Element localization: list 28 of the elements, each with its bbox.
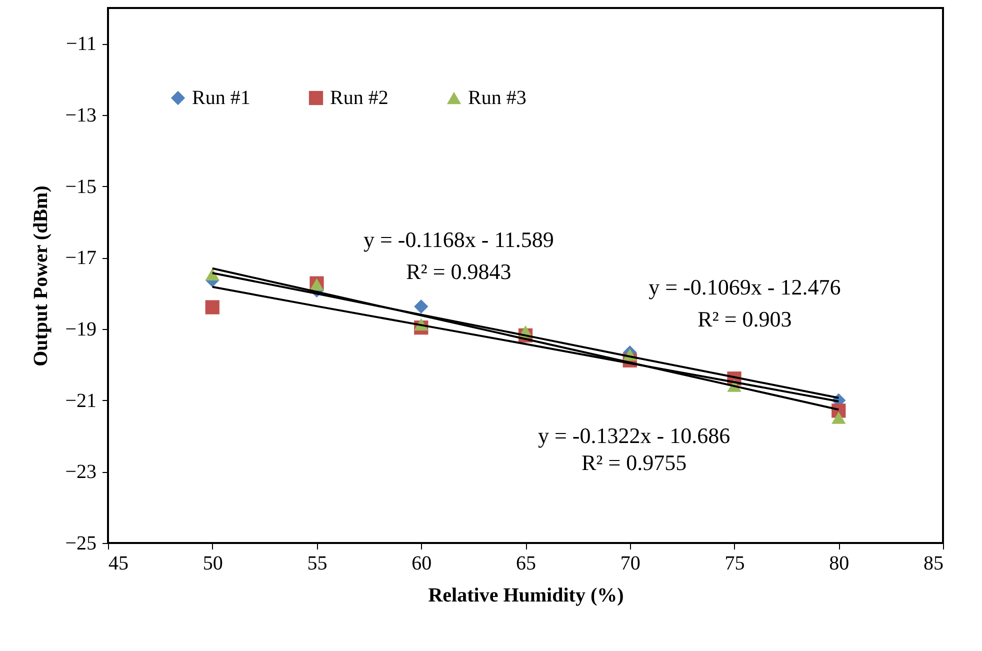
y-tick-label: −19 <box>65 318 96 340</box>
annotation: R² = 0.903 <box>698 306 792 332</box>
y-tick-label: −23 <box>65 461 96 484</box>
annotation: y = -0.1168x - 11.589 <box>363 226 554 252</box>
annotation: y = -0.1069x - 12.476 <box>648 274 841 300</box>
y-tick-label: −21 <box>65 390 96 412</box>
x-tick-label: 85 <box>924 552 944 574</box>
x-tick-label: 70 <box>620 552 640 574</box>
x-axis-title: Relative Humidity (%) <box>428 584 624 606</box>
x-tick-label: 55 <box>307 552 328 574</box>
y-tick-label: −13 <box>65 104 96 126</box>
annotation: y = -0.1322x - 10.686 <box>538 423 730 448</box>
x-tick-label: 50 <box>202 552 223 574</box>
legend-label: Run #3 <box>468 87 526 109</box>
x-tick-label: 80 <box>829 552 850 574</box>
x-tick-label: 45 <box>108 552 128 574</box>
y-tick-label: −25 <box>65 532 96 554</box>
x-tick-label: 75 <box>724 552 745 574</box>
annotation: R² = 0.9755 <box>581 450 687 475</box>
x-tick-label: 65 <box>516 552 536 574</box>
legend-label: Run #1 <box>192 87 250 109</box>
annotation: R² = 0.9843 <box>406 258 512 284</box>
x-tick-label: 60 <box>412 552 432 574</box>
y-tick-label: −17 <box>65 247 96 270</box>
y-tick-label: −15 <box>65 176 96 198</box>
legend-label: Run #2 <box>330 87 388 109</box>
y-axis-title: Output Power (dBm) <box>30 186 52 366</box>
y-tick-label: −11 <box>66 33 96 56</box>
